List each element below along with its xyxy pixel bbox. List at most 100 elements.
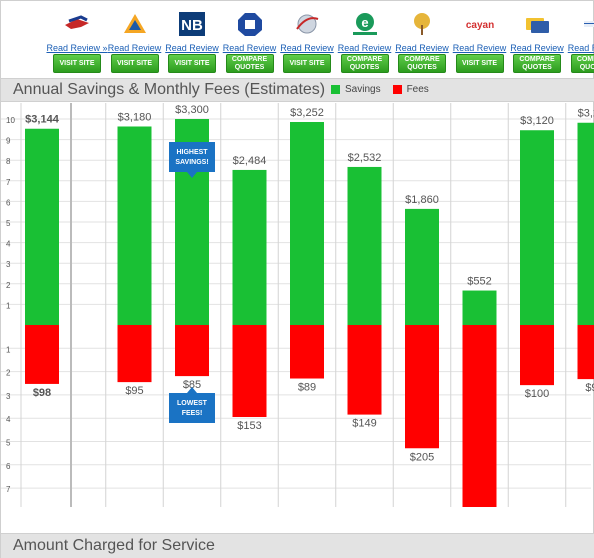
compare-quotes-button[interactable]: COMPARE QUOTES [398, 54, 446, 73]
data-label-fees: $100 [525, 388, 549, 400]
callout-highest-savings-pointer [187, 172, 197, 178]
y-tick-label: 8 [6, 157, 11, 166]
compare-quotes-button[interactable]: COMPARE QUOTES [570, 54, 594, 73]
callout-lowest-fees-pointer [187, 387, 197, 393]
plot-area: 1098765432112345678$3,144$980.98-1.98%$3… [1, 103, 594, 507]
read-review-link[interactable]: Read Review [395, 43, 449, 53]
y-tick-label: 1 [6, 301, 11, 310]
legend: Savings Fees [331, 84, 441, 95]
y-tick-label: 9 [6, 137, 11, 146]
read-review-link[interactable]: Read Review [510, 43, 564, 53]
y-tick-label: 7 [6, 178, 11, 187]
y-tick-label: 7 [6, 485, 11, 494]
bar-fees [462, 325, 497, 507]
callout-lowest-fees-text: LOWEST [177, 400, 208, 407]
y-tick-label: 4 [6, 415, 11, 424]
data-label-savings: $3,240 [578, 108, 594, 120]
y-tick-label: 2 [6, 281, 11, 290]
data-label-fees: $153 [237, 420, 261, 432]
data-label-fees: $205 [410, 451, 434, 463]
y-tick-label: 3 [6, 392, 11, 401]
footer-bar: Amount Charged for Service [1, 533, 594, 558]
y-tick-label: 10 [6, 116, 15, 125]
read-review-link[interactable]: Read Review [222, 43, 277, 53]
svg-text:cayan: cayan [466, 20, 494, 31]
callout-lowest-fees-box [169, 393, 215, 423]
y-tick-label: 5 [6, 219, 11, 228]
data-label-fees: $95 [125, 385, 143, 397]
bar-fees [405, 325, 439, 449]
callout-lowest-fees: LOWEST FEES! [169, 387, 215, 423]
bar-savings [25, 128, 59, 325]
visit-site-button[interactable]: VISIT SITE [283, 54, 331, 73]
eagle-flag-logo[interactable] [63, 11, 91, 37]
globe-swoosh-logo[interactable] [293, 11, 321, 37]
chart-title: Annual Savings & Monthly Fees (Estimates… [13, 81, 326, 98]
e-commerce-exchange-logo[interactable]: e [351, 11, 379, 37]
y-tick-label: 3 [6, 260, 11, 269]
bar-savings [232, 169, 267, 325]
legend-item-savings: Savings [331, 84, 381, 95]
data-label-savings: $3,180 [118, 111, 152, 123]
triangle-logo[interactable] [121, 11, 149, 37]
read-review-link[interactable]: Read Review [280, 43, 334, 53]
bar-fees [520, 325, 554, 386]
data-label-fees: $98 [33, 387, 51, 399]
provider-col: Read Review » VISIT SITE [46, 1, 108, 77]
provider-header: Read Review » VISIT SITE Read Review VISIT … [1, 1, 594, 77]
compare-quotes-button[interactable]: COMPARE QUOTES [225, 54, 274, 73]
data-label-savings: $3,300 [175, 104, 209, 116]
bar-savings [117, 126, 152, 325]
visit-site-button[interactable]: VISIT SITE [168, 54, 216, 73]
footer-title: Amount Charged for Service [13, 537, 215, 554]
bar-savings [290, 121, 324, 325]
visit-site-button[interactable]: VISIT SITE [53, 54, 101, 73]
read-review-link[interactable]: Read Review [165, 43, 219, 53]
bar-savings [520, 130, 554, 325]
cayan-logo[interactable]: cayan [465, 11, 494, 37]
provider-col: NB Read Review VISIT SITE [164, 1, 220, 77]
read-review-link[interactable]: Read Review [567, 43, 594, 53]
data-label-fees: $89 [298, 382, 316, 394]
column-separators [20, 103, 567, 507]
y-tick-label: 6 [6, 462, 11, 471]
compare-quotes-button[interactable]: COMPARE QUOTES [340, 54, 389, 73]
provider-col: Read Review VISIT SITE [107, 1, 163, 77]
authnet-logo[interactable] [581, 11, 594, 37]
read-review-link[interactable]: Read Review [452, 43, 507, 53]
read-review-link[interactable]: Read Review [337, 43, 392, 53]
data-label-savings: $552 [467, 276, 491, 288]
bar-savings [347, 166, 382, 325]
visit-site-button[interactable]: VISIT SITE [110, 54, 159, 73]
bar-savings [577, 122, 594, 325]
y-tick-label: 5 [6, 439, 11, 448]
visit-site-button[interactable]: VISIT SITE [455, 54, 504, 73]
bar-fees [290, 325, 324, 379]
bar-fees [232, 325, 267, 417]
legend-label-savings: Savings [345, 84, 381, 95]
provider-col: e Read Review COMPARE QUOTES [337, 1, 393, 77]
bar-fees [577, 325, 594, 380]
read-review-link[interactable]: Read Review » [46, 43, 108, 53]
callout-highest-savings-box [169, 142, 215, 172]
bar-fees [117, 325, 152, 383]
callout-highest-savings: HIGHEST SAVINGS! [169, 142, 215, 178]
chart-header-bar: Annual Savings & Monthly Fees (Estimates… [1, 78, 594, 102]
data-label-savings: $2,532 [348, 152, 382, 164]
bar-savings [462, 290, 497, 325]
nb-logo[interactable]: NB [178, 11, 206, 37]
y-tick-label: 6 [6, 198, 11, 207]
cards-logo[interactable] [523, 11, 551, 37]
octagon-logo[interactable] [236, 11, 264, 37]
data-label-savings: $1,860 [405, 194, 439, 206]
read-review-link[interactable]: Read Review [107, 43, 162, 53]
legend-item-fees: Fees [392, 84, 429, 95]
provider-col: Read Review VISIT SITE [279, 1, 335, 77]
legend-label-fees: Fees [406, 84, 429, 95]
tree-logo[interactable] [408, 11, 436, 37]
legend-swatch-savings [331, 85, 340, 94]
compare-quotes-button[interactable]: COMPARE QUOTES [513, 54, 561, 73]
data-label-fees: $85 [183, 379, 201, 391]
